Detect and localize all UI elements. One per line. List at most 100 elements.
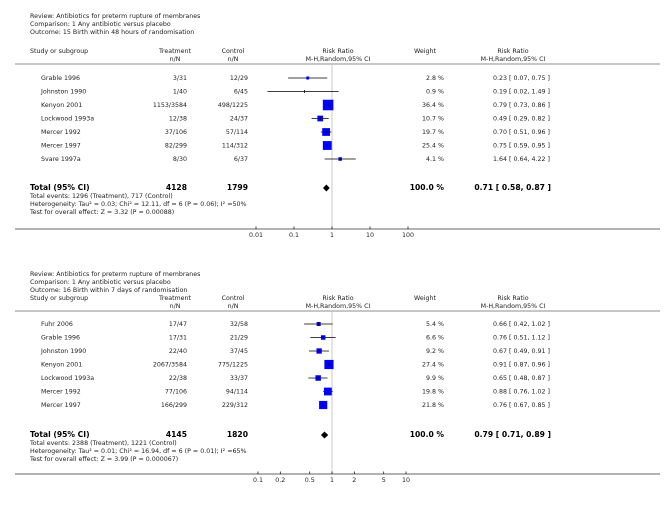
header-study: Study or subgroup (30, 295, 88, 302)
x-tick-label: 2 (352, 477, 356, 484)
x-tick-label: 0.5 (305, 477, 315, 484)
outcome-title: Outcome: 15 Birth within 48 hours of ran… (30, 29, 194, 36)
header-risk-ratio-2: Risk Ratio (497, 295, 528, 302)
treatment-events: 1153/3584 (153, 102, 187, 109)
header-risk-ratio: Risk Ratio (322, 48, 353, 55)
study-ci: 0.76 [ 0.51, 1.12 ] (493, 335, 550, 342)
pooled-estimate-diamond (320, 431, 329, 439)
study-ci: 1.64 [ 0.64, 4.22 ] (493, 156, 550, 163)
study-name: Kenyon 2001 (41, 102, 82, 109)
study-ci: 0.76 [ 0.67, 0.85 ] (493, 402, 550, 409)
control-events: 32/58 (230, 321, 248, 328)
study-name: Mercer 1997 (41, 143, 81, 150)
header-control-sub: n/N (228, 56, 239, 63)
summary-note: Test for overall effect: Z = 3.99 (P = 0… (29, 456, 178, 463)
review-title: Review: Antibiotics for preterm rupture … (30, 13, 200, 20)
x-tick-label: 0.1 (253, 477, 263, 484)
header-control: Control (222, 295, 245, 302)
control-events: 6/37 (234, 156, 248, 163)
study-ci: 0.49 [ 0.29, 0.82 ] (493, 116, 550, 123)
x-tick-label: 10 (402, 477, 410, 484)
header-weight: Weight (414, 295, 436, 302)
x-tick-label: 0.2 (275, 477, 285, 484)
study-name: Lockwood 1993a (41, 375, 94, 382)
treatment-events: 166/299 (161, 402, 187, 409)
study-ci: 0.67 [ 0.49, 0.91 ] (493, 348, 550, 355)
header-risk-ratio-method: M-H,Random,95% CI (306, 303, 371, 310)
study-ci: 0.23 [ 0.07, 0.75 ] (493, 75, 550, 82)
summary-note: Heterogeneity: Tau² = 0.01; Chi² = 16.94… (30, 448, 246, 455)
study-name: Fuhr 2006 (41, 321, 73, 328)
header-study: Study or subgroup (30, 48, 88, 55)
study-ci: 0.19 [ 0.02, 1.49 ] (493, 89, 550, 96)
treatment-events: 17/47 (169, 321, 187, 328)
study-weight: 9.9 % (426, 375, 444, 382)
summary-note: Heterogeneity: Tau² = 0.03; Chi² = 12.11… (30, 201, 246, 208)
summary-note: Test for overall effect: Z = 3.32 (P = 0… (29, 209, 174, 216)
header-treatment: Treatment (158, 48, 192, 55)
comparison-title: Comparison: 1 Any antibiotic versus plac… (30, 279, 171, 286)
header-risk-ratio-2: Risk Ratio (497, 48, 528, 55)
comparison-title: Comparison: 1 Any antibiotic versus plac… (30, 21, 171, 28)
treatment-events: 22/40 (169, 348, 187, 355)
study-ci: 0.75 [ 0.59, 0.95 ] (493, 143, 550, 150)
x-tick-label: 1 (330, 477, 334, 484)
header-treatment-sub: n/N (170, 56, 181, 63)
control-events: 37/45 (230, 348, 248, 355)
header-weight: Weight (414, 48, 436, 55)
total-label: Total (95% CI) (30, 183, 90, 192)
x-tick-label: 0.1 (289, 232, 299, 239)
review-title: Review: Antibiotics for preterm rupture … (30, 271, 200, 278)
total-weight: 100.0 % (410, 430, 445, 439)
x-tick-label: 5 (382, 477, 386, 484)
control-events: 12/29 (230, 75, 248, 82)
study-weight: 4.1 % (426, 156, 444, 163)
x-tick-label: 0.01 (249, 232, 263, 239)
header-treatment-sub: n/N (170, 303, 181, 310)
total-treatment: 4145 (166, 430, 187, 439)
header-control: Control (222, 48, 245, 55)
header-risk-ratio-method-2: M-H,Random,95% CI (481, 303, 546, 310)
control-events: 33/37 (230, 375, 248, 382)
control-events: 57/114 (226, 129, 248, 136)
study-weight: 25.4 % (422, 143, 444, 150)
study-weight: 0.9 % (426, 89, 444, 96)
treatment-events: 37/106 (165, 129, 187, 136)
outcome-title: Outcome: 16 Birth within 7 days of rando… (30, 287, 187, 294)
control-events: 21/29 (230, 335, 248, 342)
control-events: 6/45 (234, 89, 248, 96)
study-name: Mercer 1992 (41, 389, 81, 396)
treatment-events: 8/30 (173, 156, 187, 163)
treatment-events: 17/31 (169, 335, 187, 342)
study-name: Kenyon 2001 (41, 362, 82, 369)
study-name: Johnston 1990 (40, 89, 86, 96)
study-weight: 2.8 % (426, 75, 444, 82)
pooled-estimate-diamond (323, 184, 330, 192)
treatment-events: 1/40 (173, 89, 187, 96)
study-weight: 36.4 % (422, 102, 444, 109)
study-name: Mercer 1992 (41, 129, 81, 136)
treatment-events: 3/31 (173, 75, 187, 82)
control-events: 229/312 (222, 402, 248, 409)
total-control: 1820 (227, 430, 248, 439)
control-events: 498/1225 (218, 102, 248, 109)
study-name: Svare 1997a (41, 156, 81, 163)
total-treatment: 4128 (166, 183, 187, 192)
x-tick-label: 100 (402, 232, 414, 239)
treatment-events: 77/106 (165, 389, 187, 396)
study-ci: 0.66 [ 0.42, 1.02 ] (493, 321, 550, 328)
study-name: Johnston 1990 (40, 348, 86, 355)
control-events: 775/1225 (218, 362, 248, 369)
study-name: Grable 1996 (41, 75, 80, 82)
study-weight: 19.7 % (422, 129, 444, 136)
x-tick-label: 10 (366, 232, 374, 239)
study-name: Lockwood 1993a (41, 116, 94, 123)
header-risk-ratio-method-2: M-H,Random,95% CI (481, 56, 546, 63)
summary-note: Total events: 2388 (Treatment), 1221 (Co… (29, 440, 177, 447)
study-weight: 19.8 % (422, 389, 444, 396)
study-name: Grable 1996 (41, 335, 80, 342)
header-treatment: Treatment (158, 295, 192, 302)
study-ci: 0.91 [ 0.87, 0.96 ] (493, 362, 550, 369)
treatment-events: 12/38 (169, 116, 187, 123)
